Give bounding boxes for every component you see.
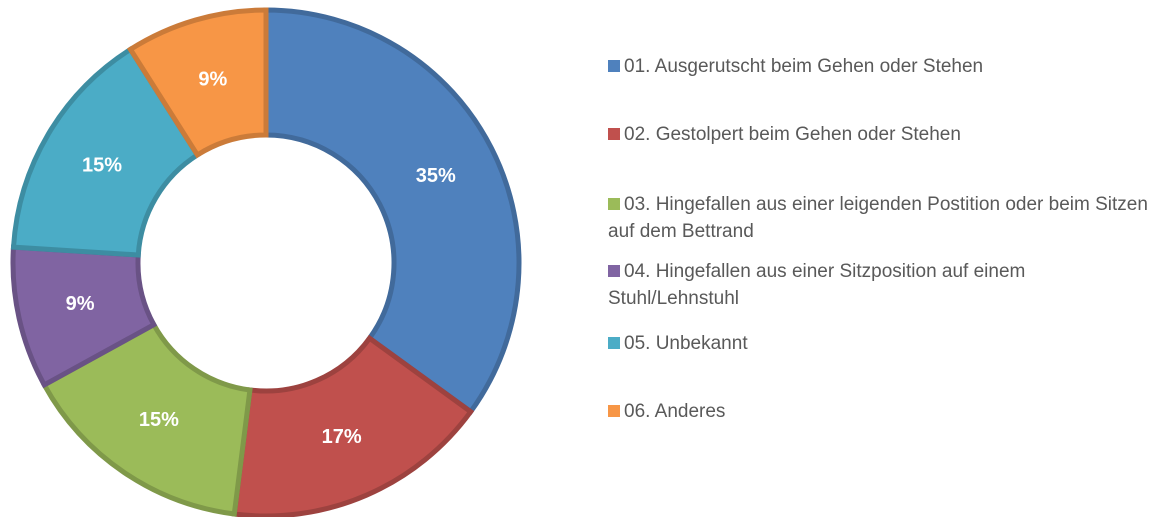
slice	[40, 321, 253, 517]
legend-swatch	[608, 265, 620, 277]
data-label: 15%	[139, 409, 179, 431]
slice	[126, 7, 269, 159]
legend-swatch	[608, 405, 620, 417]
slice	[231, 334, 475, 517]
legend-label: 01. Ausgerutscht beim Gehen oder Stehen	[624, 56, 984, 77]
legend-label: 02. Gestolpert beim Gehen oder Stehen	[624, 124, 961, 145]
data-label: 17%	[322, 426, 362, 448]
legend-label: 05. Unbekannt	[624, 333, 748, 354]
data-label: 35%	[416, 165, 456, 187]
legend-label: 06. Anderes	[624, 401, 726, 422]
legend-item: 04. Hingefallen aus einer Sitzposition a…	[608, 258, 1158, 312]
legend-label: 03. Hingefallen aus einer leigenden Post…	[608, 194, 1148, 242]
legend-swatch	[608, 337, 620, 349]
slice	[10, 45, 201, 258]
legend-swatch	[608, 198, 620, 210]
chart: 35% 17% 15% 9% 15% 9%	[10, 7, 522, 517]
legend-item: 03. Hingefallen aus einer leigenden Post…	[608, 191, 1158, 245]
legend-item: 02. Gestolpert beim Gehen oder Stehen	[608, 121, 1158, 148]
data-label: 9%	[66, 293, 95, 315]
data-label: 9%	[198, 68, 227, 90]
legend-item: 06. Anderes	[608, 398, 1158, 425]
legend-swatch	[608, 128, 620, 140]
slice	[263, 7, 522, 416]
legend-item: 05. Unbekannt	[608, 330, 1158, 357]
legend-swatch	[608, 60, 620, 72]
legend-label: 04. Hingefallen aus einer Sitzposition a…	[608, 261, 1026, 309]
data-label: 15%	[82, 154, 122, 176]
legend-item: 01. Ausgerutscht beim Gehen oder Stehen	[608, 53, 1158, 80]
